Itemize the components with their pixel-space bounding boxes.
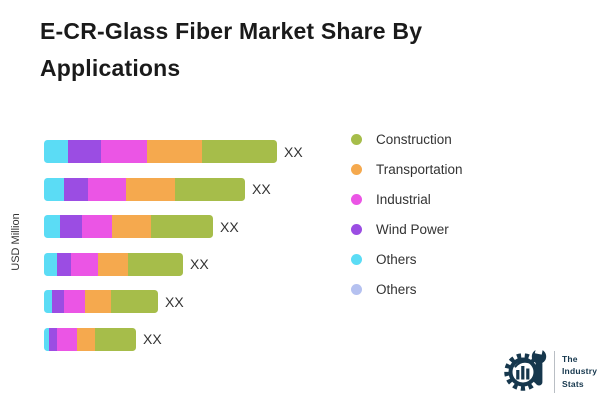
bar-segment-construction[interactable] (202, 140, 277, 163)
bar-segment-others[interactable] (44, 327, 49, 351)
legend-item-industrial[interactable]: Industrial (351, 184, 463, 214)
bar-segment-construction[interactable] (175, 177, 245, 201)
legend-dot-construction (351, 133, 362, 145)
bar-value-label: XX (143, 331, 162, 347)
bar-segment-construction[interactable] (151, 215, 213, 238)
bar-segment-transportation[interactable] (147, 140, 202, 163)
legend-item-transportation[interactable]: Transportation (351, 154, 463, 184)
legend-label: Wind Power (376, 221, 449, 237)
bar-segment-transportation[interactable] (85, 290, 111, 313)
legend-label: Others (376, 251, 417, 267)
logo-text-line: Stats (562, 378, 584, 389)
bar-value-label: XX (165, 293, 184, 310)
bar-segment-transportation[interactable] (112, 215, 151, 238)
bar-stack (44, 140, 277, 163)
bar-segment-industrial[interactable] (101, 140, 147, 163)
bar-segment-others[interactable] (44, 177, 64, 201)
bar-segment-others[interactable] (44, 252, 57, 276)
bar-segment-others[interactable] (44, 140, 68, 163)
legend-item-construction[interactable]: Construction (351, 124, 463, 154)
bar-row: XX (44, 252, 303, 276)
logo-text-line: The (562, 354, 578, 365)
legend-item-others[interactable]: Others (351, 244, 463, 274)
bar-segment-wind-power[interactable] (57, 252, 71, 276)
legend-dot-others (351, 283, 362, 295)
bar-row: XX (44, 290, 303, 313)
bar-segment-industrial[interactable] (64, 290, 85, 313)
legend-label: Transportation (376, 161, 463, 177)
legend-label: Industrial (376, 191, 431, 207)
legend-item-others[interactable]: Others (351, 274, 463, 304)
bar-value-label: XX (252, 181, 271, 197)
bar-segment-others[interactable] (44, 215, 60, 238)
legend-label: Others (376, 281, 417, 297)
bar-segment-industrial[interactable] (88, 177, 126, 201)
legend-dot-transportation (351, 163, 362, 175)
bar-segment-transportation[interactable] (77, 327, 95, 351)
bar-segment-industrial[interactable] (82, 215, 112, 238)
y-axis-label: USD Million (10, 213, 22, 271)
chart-title: E-CR-Glass Fiber Market Share By Applica… (40, 18, 423, 81)
bars: XX XX XX XX XX XX (44, 140, 303, 365)
bar-segment-industrial[interactable] (71, 252, 98, 276)
bar-segment-wind-power[interactable] (60, 215, 82, 238)
bar-segment-wind-power[interactable] (49, 327, 57, 351)
bar-value-label: XX (284, 143, 303, 160)
bar-segment-construction[interactable] (128, 252, 183, 276)
bar-row: XX (44, 177, 303, 201)
bar-segment-construction[interactable] (95, 327, 136, 351)
bar-segment-transportation[interactable] (126, 177, 175, 201)
legend-dot-industrial (351, 193, 362, 205)
legend-label: Construction (376, 131, 452, 147)
bar-stack (44, 290, 158, 313)
legend-dot-others (351, 253, 362, 265)
bar-segment-others[interactable] (44, 290, 52, 313)
logo: The Industry Stats (504, 344, 597, 399)
bar-row: XX (44, 327, 303, 351)
bar-stack (44, 252, 183, 276)
legend: Construction Transportation Industrial Wind… (351, 124, 463, 304)
legend-item-wind-power[interactable]: Wind Power (351, 214, 463, 244)
bar-row: XX (44, 215, 303, 238)
bar-stack (44, 215, 213, 238)
logo-divider (554, 350, 555, 393)
bar-segment-wind-power[interactable] (64, 177, 88, 201)
bar-segment-industrial[interactable] (57, 327, 77, 351)
legend-dot-wind-power (351, 223, 362, 235)
bar-segment-construction[interactable] (111, 290, 158, 313)
logo-text: The Industry Stats (562, 353, 597, 390)
bar-segment-transportation[interactable] (98, 252, 128, 276)
logo-text-line: Industry (562, 366, 598, 377)
bar-stack (44, 327, 136, 351)
bar-value-label: XX (220, 218, 239, 235)
bar-row: XX (44, 140, 303, 163)
bar-stack (44, 177, 245, 201)
gear-wrench-chart-icon (504, 344, 550, 399)
bar-value-label: XX (190, 256, 209, 272)
bar-segment-wind-power[interactable] (68, 140, 101, 163)
bar-segment-wind-power[interactable] (52, 290, 64, 313)
